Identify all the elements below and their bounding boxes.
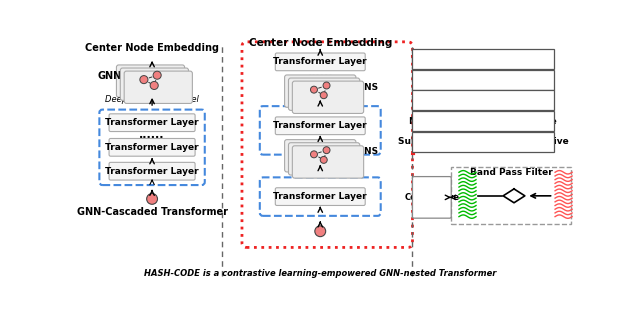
Text: Transformer Layer: Transformer Layer xyxy=(105,118,199,127)
Circle shape xyxy=(320,156,327,163)
FancyBboxPatch shape xyxy=(285,75,356,107)
Text: Transformer Layer: Transformer Layer xyxy=(105,167,199,176)
Text: Center Node Embedding: Center Node Embedding xyxy=(85,43,219,53)
Text: GNNS: GNNS xyxy=(350,148,379,156)
Text: GNNS: GNNS xyxy=(98,71,129,81)
Circle shape xyxy=(323,147,330,154)
Text: Token - Node Contrastive: Token - Node Contrastive xyxy=(419,75,547,84)
Text: Transformer Layer: Transformer Layer xyxy=(273,57,367,66)
FancyBboxPatch shape xyxy=(412,90,554,110)
Circle shape xyxy=(140,76,148,84)
FancyBboxPatch shape xyxy=(116,65,184,97)
FancyBboxPatch shape xyxy=(292,81,364,113)
Text: Deep Language Model: Deep Language Model xyxy=(105,95,199,104)
FancyBboxPatch shape xyxy=(412,177,451,218)
FancyBboxPatch shape xyxy=(109,162,195,180)
Text: Token - Token Contrastive: Token - Token Contrastive xyxy=(417,54,548,63)
FancyBboxPatch shape xyxy=(120,68,189,100)
FancyBboxPatch shape xyxy=(289,143,360,175)
Circle shape xyxy=(153,71,161,79)
Text: GNNS: GNNS xyxy=(350,83,379,92)
Text: Transformer Layer: Transformer Layer xyxy=(105,143,199,152)
FancyBboxPatch shape xyxy=(412,111,554,131)
Circle shape xyxy=(150,81,158,89)
FancyBboxPatch shape xyxy=(109,139,195,156)
FancyBboxPatch shape xyxy=(412,69,554,89)
Text: Center Node Embedding: Center Node Embedding xyxy=(248,37,392,47)
Text: HASH-CODE is a contrastive learning-empowered GNN-nested Transformer: HASH-CODE is a contrastive learning-empo… xyxy=(144,269,497,278)
FancyBboxPatch shape xyxy=(275,53,365,71)
Text: GNN-Cascaded Transformer: GNN-Cascaded Transformer xyxy=(77,207,228,217)
FancyBboxPatch shape xyxy=(124,71,193,103)
Text: Transformer Layer: Transformer Layer xyxy=(273,192,367,201)
Circle shape xyxy=(320,92,327,99)
FancyBboxPatch shape xyxy=(412,49,554,69)
FancyBboxPatch shape xyxy=(412,132,554,152)
Circle shape xyxy=(147,193,157,204)
FancyBboxPatch shape xyxy=(289,78,360,110)
FancyBboxPatch shape xyxy=(292,146,364,178)
Bar xyxy=(451,167,572,224)
Text: Node - Subgraph Contrastive: Node - Subgraph Contrastive xyxy=(409,117,557,126)
Text: Subgraph - Subgraph Contrastive: Subgraph - Subgraph Contrastive xyxy=(397,138,568,146)
Circle shape xyxy=(310,86,317,93)
Text: HFC
Contrastive
Loss: HFC Contrastive Loss xyxy=(404,182,460,212)
Text: Transformer Layer: Transformer Layer xyxy=(273,121,367,130)
Circle shape xyxy=(310,151,317,158)
FancyBboxPatch shape xyxy=(109,114,195,131)
Circle shape xyxy=(315,226,326,237)
FancyBboxPatch shape xyxy=(275,188,365,205)
Text: ......: ...... xyxy=(307,69,333,79)
Text: ......: ...... xyxy=(140,130,165,140)
FancyBboxPatch shape xyxy=(285,140,356,172)
Text: Node - Node Contrastive: Node - Node Contrastive xyxy=(420,96,545,105)
FancyBboxPatch shape xyxy=(275,117,365,135)
Text: Band Pass Filter: Band Pass Filter xyxy=(470,168,553,177)
Circle shape xyxy=(323,82,330,89)
